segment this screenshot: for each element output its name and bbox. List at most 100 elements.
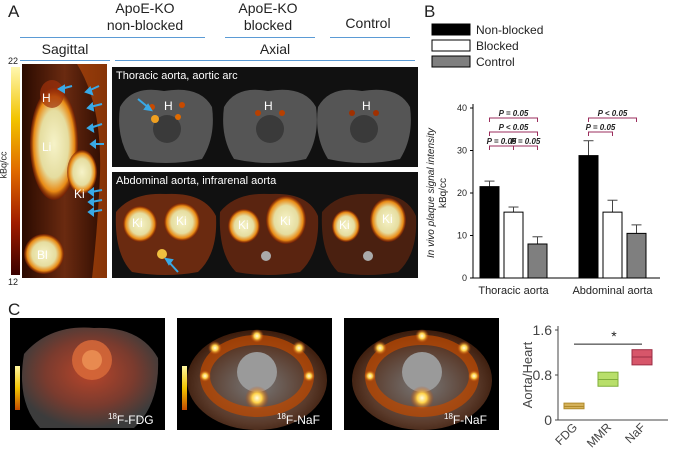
bar-1-2 [626, 232, 647, 279]
sag-label-h: H [42, 91, 51, 105]
box-0 [563, 402, 585, 410]
sig-label-4: P < 0.05 [598, 109, 628, 118]
bar-1-1 [602, 211, 623, 279]
abd-label-ki6: Ki [382, 212, 393, 226]
tracer-fdg-name: F-FDG [116, 413, 154, 427]
axial-abdominal-panel: Abdominal aorta, infrarenal aorta Ki Ki … [112, 172, 418, 278]
rule-control [330, 37, 410, 38]
color-scale-bar [11, 67, 20, 275]
rule-blocked [225, 37, 315, 38]
sig-bracket-4 [588, 117, 637, 122]
y-axis-label-line1: In vivo plaque signal intensity [426, 127, 437, 258]
tracer-naf1-sup: 18 [277, 412, 286, 421]
liver-blob [30, 88, 78, 200]
x-category-label-0: Thoracic aorta [478, 285, 549, 297]
abd-label-ki1: Ki [132, 216, 143, 230]
sagittal-svg [22, 64, 107, 278]
col-header-nonblocked: ApoE-KO non-blocked [75, 0, 215, 34]
sig-label-0: P = 0.05 [499, 109, 529, 118]
abdominal-arrow [164, 257, 179, 273]
fdg-scale-bar [15, 366, 20, 410]
axial-abdominal-svg [115, 193, 417, 275]
kidney-blob [67, 150, 97, 194]
c-y-axis-label: Aorta/Heart [520, 341, 535, 408]
c-y-tick-label-0: 0 [544, 412, 552, 428]
sig-label-2: P = 0.05 [487, 137, 517, 146]
abdominal-scan-2 [219, 193, 319, 275]
sig-label-3: P = 0.05 [511, 137, 541, 146]
color-scale-max: 22 [8, 56, 19, 66]
panel-a-letter: A [8, 2, 20, 21]
pet-image-naf-1: 18F-NaF [177, 318, 332, 430]
c-x-label-1: MMR [584, 420, 614, 450]
sagittal-arrows [57, 84, 104, 217]
abd-label-ki3: Ki [238, 218, 249, 232]
legend-label-0: Non-blocked [476, 23, 543, 37]
col-header-blocked-line2: blocked [243, 17, 293, 33]
col-header-nonblocked-line1: ApoE-KO [115, 0, 175, 16]
thor-label-h1: H [164, 99, 173, 113]
sig-bracket-2 [489, 145, 514, 150]
sig-bracket-3 [513, 145, 538, 150]
legend-swatch-2 [431, 55, 471, 68]
thor-label-h3: H [362, 99, 371, 113]
c-y-tick-label-2: 1.6 [533, 322, 553, 338]
bar-0-0 [479, 186, 500, 279]
tracer-label-naf-2: 18F-NaF [444, 412, 487, 427]
legend-label-2: Control [476, 55, 515, 69]
tracer-naf1-name: F-NaF [285, 413, 320, 427]
box-chart-aorta-heart: 0 0.8 1.6 Aorta/Heart FDG MMR NaF * [520, 322, 668, 450]
thoracic-arrow [137, 98, 153, 112]
col-header-blocked: ApoE-KO blocked [218, 0, 318, 34]
bar-0-1 [503, 211, 524, 279]
y-axis-label-line2: kBq/cc [438, 178, 449, 208]
panel-b-letter: B [424, 2, 436, 21]
legend-swatch-1 [431, 39, 471, 52]
axial-thoracic-panel: Thoracic aorta, aortic arc H H H [112, 67, 418, 167]
tracer-label-naf-1: 18F-NaF [277, 412, 320, 427]
y-tick-label-2: 20 [457, 188, 467, 198]
x-category-label-1: Abdominal aorta [572, 285, 653, 297]
abdominal-scan-3 [321, 193, 417, 275]
legend-swatch-0 [431, 23, 471, 36]
abd-label-ki5: Ki [339, 218, 350, 232]
thor-label-h2: H [264, 99, 273, 113]
sig-bracket-5 [588, 131, 613, 136]
row1-caption: Thoracic aorta, aortic arc [116, 70, 238, 82]
row2-caption: Abdominal aorta, infrarenal aorta [116, 175, 277, 187]
sag-label-bl: Bl [37, 248, 48, 262]
c-x-label-0: FDG [552, 420, 580, 448]
pet-image-naf-2: 18F-NaF [344, 318, 499, 430]
sig-label-1: P < 0.05 [499, 123, 529, 132]
sag-label-li: Li [42, 140, 52, 154]
sag-label-ki: Ki [74, 187, 85, 201]
tracer-fdg-sup: 18 [108, 412, 117, 421]
sig-label-5: P = 0.05 [586, 123, 616, 132]
bar-chart-plaque-intensity: Non-blocked Blocked Control 0 10 20 30 40 In viv… [426, 23, 660, 297]
rule-nonblocked [20, 37, 205, 38]
bar-0-2 [527, 243, 548, 279]
pet-naf1-svg [187, 329, 327, 430]
view-axial: Axial [259, 41, 291, 57]
rule-sagittal [20, 60, 110, 61]
y-tick-label-1: 10 [457, 231, 467, 241]
c-x-label-2: NaF [622, 420, 648, 446]
abdominal-scan-1 [115, 193, 217, 275]
sig-bracket-1 [489, 131, 538, 136]
pet-naf2-svg [352, 329, 492, 430]
thoracic-scan-1 [119, 89, 213, 163]
panel-c-letter: C [8, 300, 21, 319]
tracer-naf2-name: F-NaF [452, 413, 487, 427]
tracer-naf2-sup: 18 [444, 412, 453, 421]
tracer-label-fdg: 18F-FDG [108, 412, 154, 427]
sig-bracket-0 [489, 117, 538, 122]
y-tick-label-4: 40 [457, 103, 467, 113]
rule-axial [115, 60, 415, 61]
col-header-control: Control [345, 15, 391, 31]
color-scale-min: 12 [8, 277, 19, 287]
y-tick-label-3: 30 [457, 146, 467, 156]
axial-thoracic-svg [119, 89, 411, 163]
c-y-tick-label-1: 0.8 [533, 367, 553, 383]
view-sagittal: Sagittal [41, 41, 89, 57]
thoracic-scan-3 [317, 89, 411, 163]
